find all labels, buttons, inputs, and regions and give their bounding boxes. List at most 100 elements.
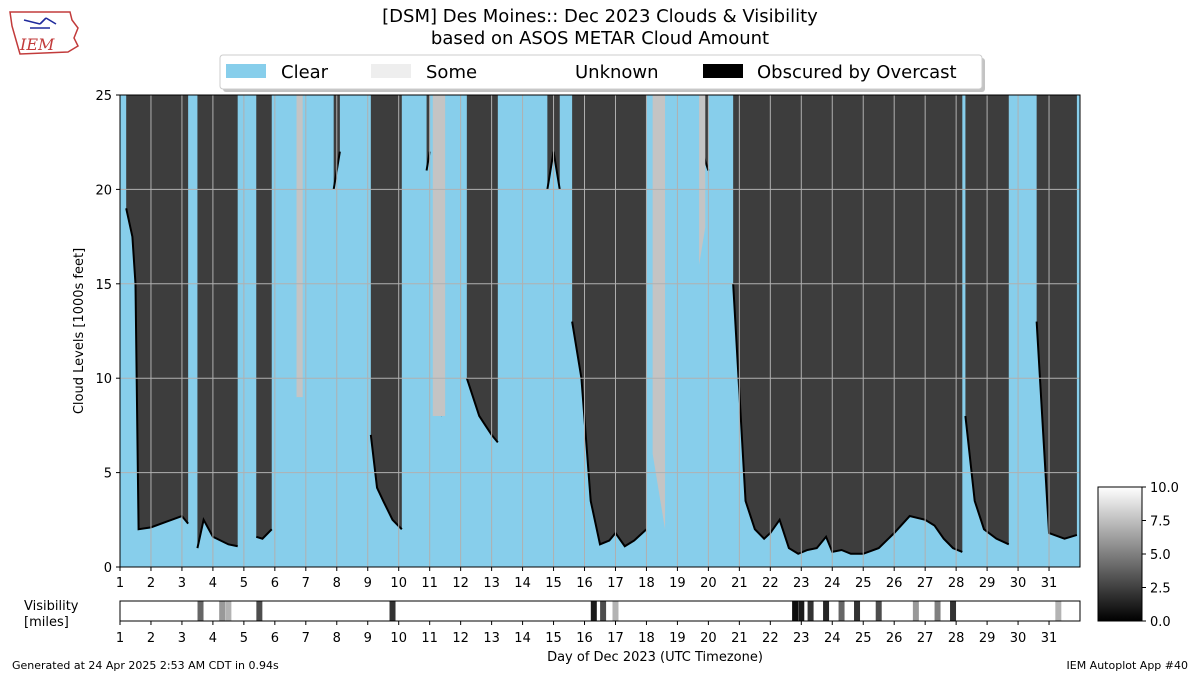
visibility-cell-2 xyxy=(225,601,232,621)
visibility-frame xyxy=(119,600,1081,622)
vis-x-tick-label: 25 xyxy=(855,631,872,646)
vis-x-tick-label: 20 xyxy=(700,631,717,646)
visibility-cell-18 xyxy=(1055,601,1062,621)
visibility-cell-14 xyxy=(875,601,882,621)
obscured-edge-7 xyxy=(465,377,499,444)
cloud-x-tick-label: 28 xyxy=(948,576,965,591)
colorbar-tick-label: 5.0 xyxy=(1150,548,1171,563)
cloud-plot-frame xyxy=(119,94,1081,568)
cloud-x-tick-label: 26 xyxy=(886,576,903,591)
legend: Clear Some Unknown Obscured by Overcast xyxy=(219,54,985,92)
overcast-segment-4 xyxy=(370,95,402,530)
overcast-segment-13 xyxy=(1036,95,1077,539)
cloud-x-tick-label: 18 xyxy=(638,576,655,591)
cloud-x-tick-label: 14 xyxy=(514,576,531,591)
obscured-edge-0 xyxy=(125,208,189,531)
visibility-cell-3 xyxy=(256,601,263,621)
cloud-x-tick-label: 31 xyxy=(1041,576,1058,591)
visibility-cell-5 xyxy=(590,601,597,621)
cloud-x-ticks: 1 2 3 4 5 6 7 8 9 10 11 12 13 14 15 16 17 18 19 20 21 22 23 24 2… xyxy=(116,567,1057,591)
some-segment-3 xyxy=(699,95,706,265)
visibility-label-line2: [miles] xyxy=(24,615,69,630)
cloud-plot-area xyxy=(120,95,1080,567)
legend-swatch-overcast xyxy=(703,64,743,78)
vis-x-tick-label: 27 xyxy=(917,631,934,646)
cloud-x-tick-label: 11 xyxy=(421,576,438,591)
vis-x-tick-label: 8 xyxy=(333,631,341,646)
vis-x-tick-label: 12 xyxy=(452,631,469,646)
cloud-x-tick-label: 5 xyxy=(240,576,248,591)
cloud-x-tick-label: 27 xyxy=(917,576,934,591)
vis-x-tick-label: 17 xyxy=(607,631,624,646)
cloud-x-tick-label: 22 xyxy=(762,576,779,591)
some-segment-1 xyxy=(432,95,446,416)
obscured-edge-13 xyxy=(1035,321,1078,540)
cloud-x-tick-label: 15 xyxy=(545,576,562,591)
legend-label-unknown: Unknown xyxy=(575,62,659,83)
y-tick-label: 10 xyxy=(95,372,112,387)
y-tick-label: 20 xyxy=(95,183,112,198)
visibility-cell-12 xyxy=(838,601,845,621)
cloud-x-tick-label: 30 xyxy=(1010,576,1027,591)
footer-app: IEM Autoplot App #40 xyxy=(1067,659,1189,672)
cloud-x-tick-label: 25 xyxy=(855,576,872,591)
obscured-edge-4 xyxy=(369,434,403,530)
visibility-x-ticks: 1 2 3 4 5 6 7 8 9 10 11 12 13 14 15 16 17 18 19 20 21 22 23 24 2… xyxy=(116,621,1057,646)
vis-x-tick-label: 26 xyxy=(886,631,903,646)
overcast-segment-2 xyxy=(256,95,272,539)
vis-x-tick-label: 14 xyxy=(514,631,531,646)
visibility-cell-4 xyxy=(389,601,396,621)
visibility-label-line1: Visibility xyxy=(24,599,79,614)
overcast-segment-7 xyxy=(466,95,498,443)
visibility-cell-9 xyxy=(798,601,805,621)
chart-subtitle: based on ASOS METAR Cloud Amount xyxy=(431,28,769,49)
cloud-x-tick-label: 20 xyxy=(700,576,717,591)
chart-title: [DSM] Des Moines:: Dec 2023 Clouds & Vis… xyxy=(382,6,818,27)
colorbar-ticks: 10.0 7.5 5.0 2.5 0.0 xyxy=(1142,481,1179,630)
vis-x-tick-label: 13 xyxy=(483,631,500,646)
cloud-x-tick-label: 12 xyxy=(452,576,469,591)
colorbar-tick-label: 0.0 xyxy=(1150,615,1171,630)
overcast-segment-1 xyxy=(197,95,238,549)
cloud-x-tick-label: 10 xyxy=(390,576,407,591)
visibility-cell-16 xyxy=(934,601,941,621)
colorbar-tick-label: 10.0 xyxy=(1150,481,1179,496)
cloud-y-ticks: 0 5 10 15 20 25 xyxy=(95,89,120,576)
vis-x-tick-label: 3 xyxy=(178,631,186,646)
cloud-x-tick-label: 4 xyxy=(209,576,217,591)
y-tick-label: 15 xyxy=(95,278,112,293)
overcast-segment-0 xyxy=(126,95,189,530)
vis-x-tick-label: 4 xyxy=(209,631,217,646)
vis-x-tick-label: 16 xyxy=(576,631,593,646)
visibility-cell-8 xyxy=(792,601,799,621)
cloud-x-tick-label: 7 xyxy=(302,576,310,591)
visibility-cell-15 xyxy=(912,601,919,621)
visibility-cell-7 xyxy=(612,601,619,621)
cloud-x-tick-label: 3 xyxy=(178,576,186,591)
vis-x-tick-label: 5 xyxy=(240,631,248,646)
cloud-x-tick-label: 9 xyxy=(364,576,372,591)
y-tick-label: 5 xyxy=(104,467,112,482)
legend-swatch-clear xyxy=(226,64,266,78)
vis-x-tick-label: 24 xyxy=(824,631,841,646)
y-axis-title: Cloud Levels [1000s feet] xyxy=(72,248,87,414)
cloud-x-tick-label: 16 xyxy=(576,576,593,591)
y-tick-label: 0 xyxy=(104,561,112,576)
vis-x-tick-label: 23 xyxy=(793,631,810,646)
logo-text: IEM xyxy=(19,35,55,54)
visibility-cell-13 xyxy=(854,601,861,621)
legend-swatch-some xyxy=(371,64,411,78)
visibility-cell-0 xyxy=(197,601,204,621)
cloud-x-tick-label: 8 xyxy=(333,576,341,591)
colorbar xyxy=(1097,486,1143,622)
overcast-segment-9 xyxy=(572,95,647,547)
vis-x-tick-label: 31 xyxy=(1041,631,1058,646)
visibility-cell-17 xyxy=(950,601,957,621)
vis-x-tick-label: 2 xyxy=(147,631,155,646)
some-segment-0 xyxy=(296,95,303,398)
cloud-x-tick-label: 1 xyxy=(116,576,124,591)
cloud-x-tick-label: 6 xyxy=(271,576,279,591)
vis-x-tick-label: 1 xyxy=(116,631,124,646)
cloud-x-tick-label: 13 xyxy=(483,576,500,591)
vis-x-tick-label: 15 xyxy=(545,631,562,646)
